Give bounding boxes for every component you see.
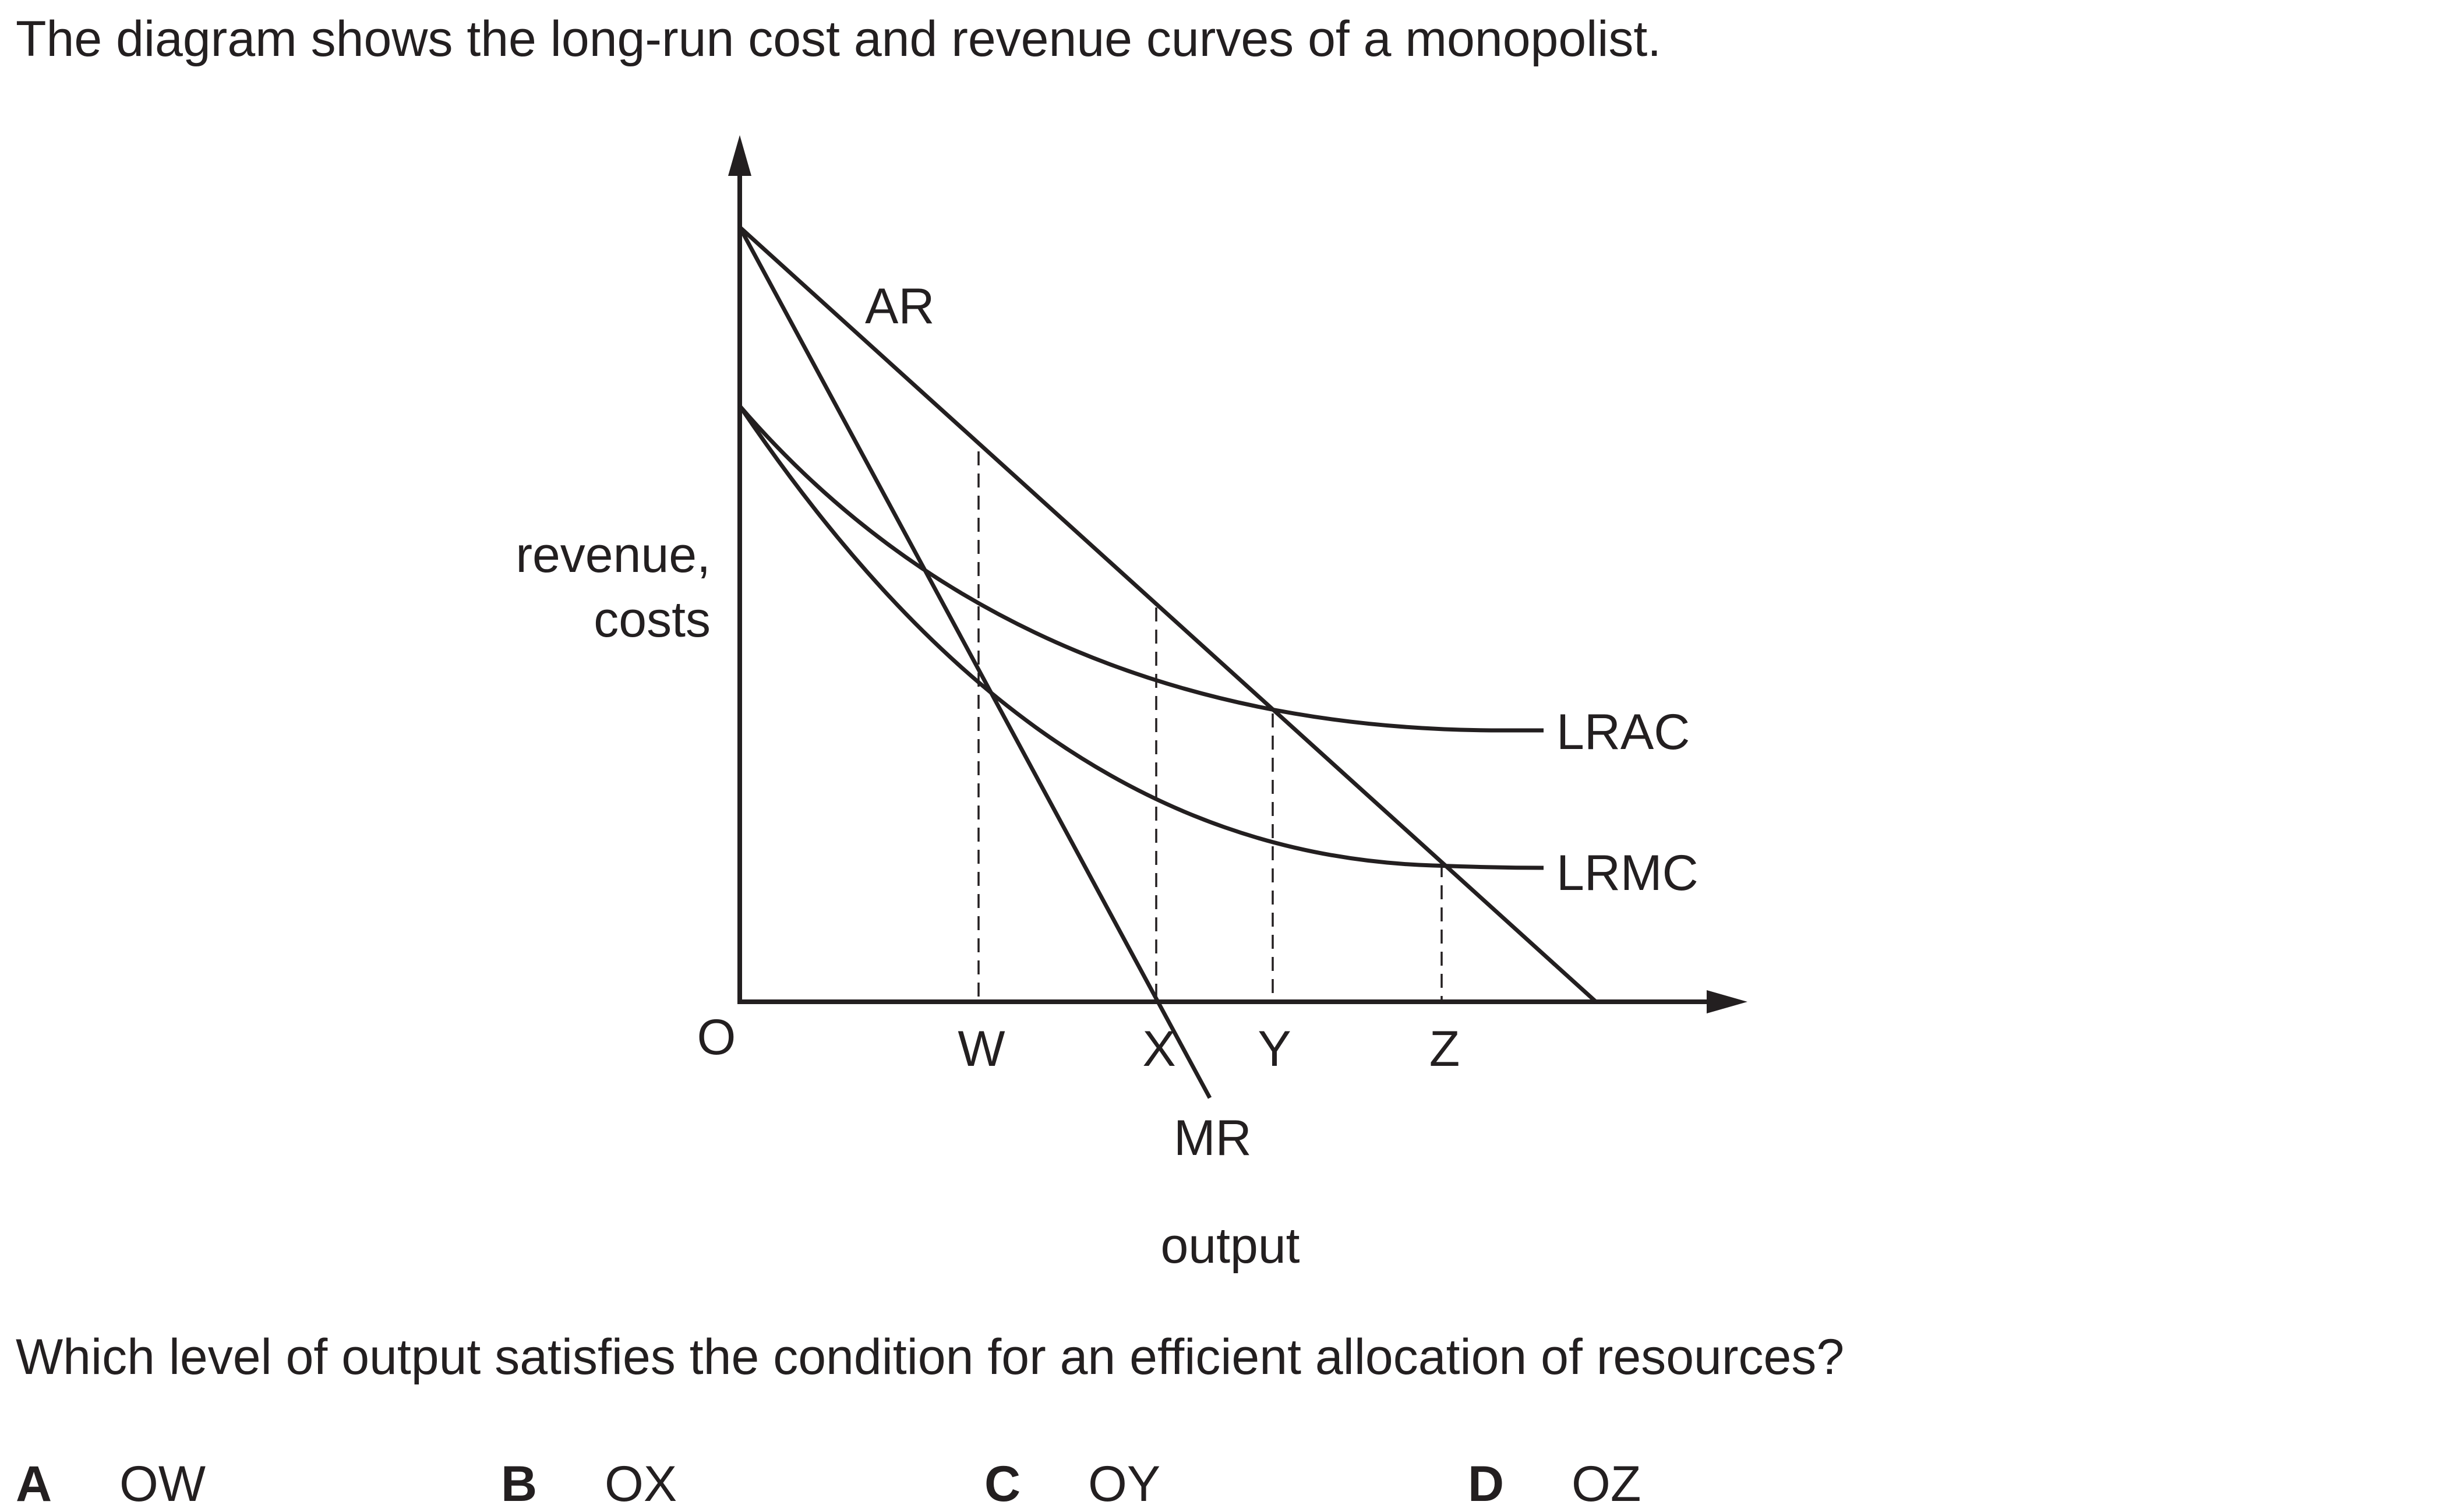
mr-label: MR xyxy=(1174,1110,1252,1166)
intro-text: The diagram shows the long-run cost and … xyxy=(16,11,1662,67)
lrac-curve xyxy=(738,404,1544,733)
option-a-text: OW xyxy=(119,1456,206,1512)
y-axis-arrowhead xyxy=(728,135,751,176)
origin-label: O xyxy=(697,1009,736,1065)
option-d-letter: D xyxy=(1468,1456,1505,1512)
lrac-label: LRAC xyxy=(1556,704,1690,760)
question-text: Which level of output satisfies the cond… xyxy=(16,1329,1845,1385)
option-b-letter: B xyxy=(501,1456,538,1512)
y-axis-label-line1: revenue, xyxy=(515,527,711,583)
option-b-text: OX xyxy=(605,1456,677,1512)
ar-curve xyxy=(738,225,1598,1004)
lrmc-curve xyxy=(738,405,1544,870)
option-d-text: OZ xyxy=(1572,1456,1641,1512)
mr-curve xyxy=(737,226,1212,1099)
output-label-x: X xyxy=(1142,1021,1175,1077)
output-label-w: W xyxy=(958,1021,1005,1077)
x-axis-label: output xyxy=(1160,1218,1300,1274)
option-a-letter: A xyxy=(16,1456,52,1512)
output-label-y: Y xyxy=(1258,1021,1291,1077)
lrmc-label: LRMC xyxy=(1556,845,1699,901)
option-c-text: OY xyxy=(1088,1456,1161,1512)
ar-label: AR xyxy=(865,278,934,334)
output-label-z: Z xyxy=(1429,1021,1460,1077)
option-c-letter: C xyxy=(984,1456,1021,1512)
x-axis-arrowhead xyxy=(1707,990,1747,1013)
y-axis-label-line2: costs xyxy=(594,592,711,648)
